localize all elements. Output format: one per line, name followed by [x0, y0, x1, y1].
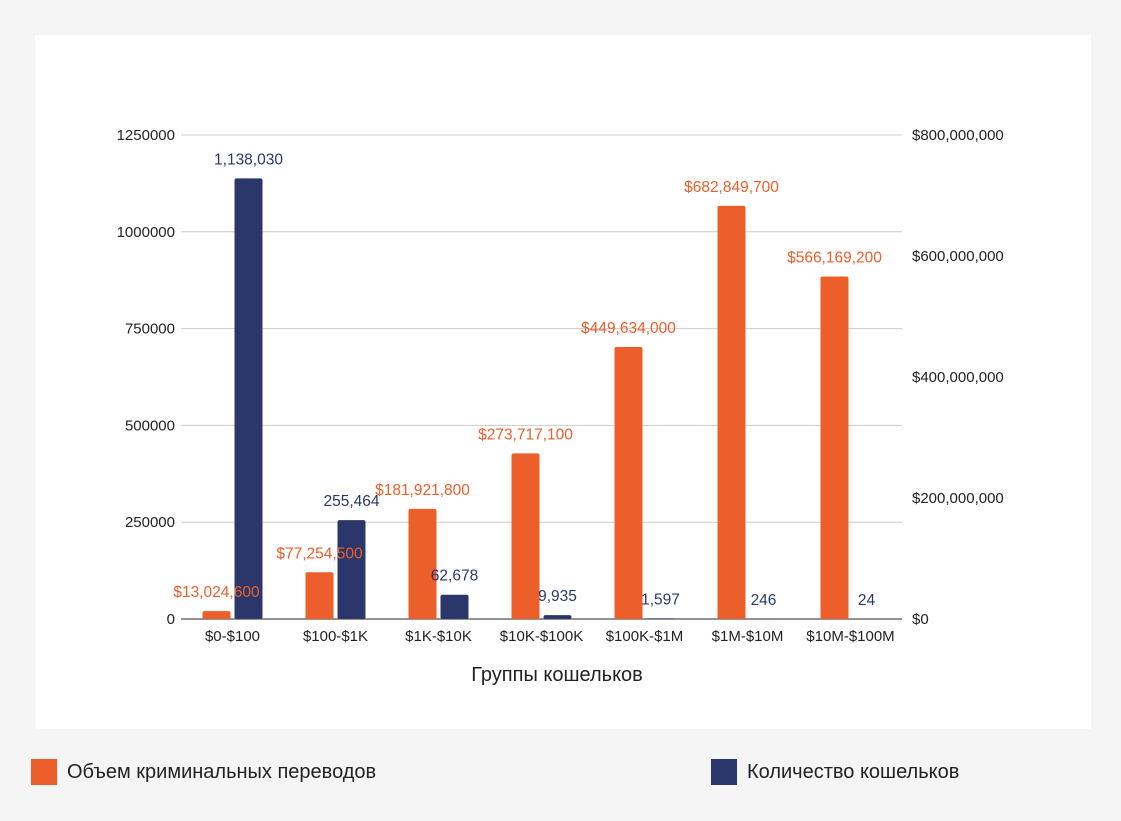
data-label-volume: $77,254,500 — [276, 545, 363, 562]
bar-chart: 0 250000 500000 750000 1000000 1250000 $0 $200… — [117, 127, 1004, 686]
right-axis-tick-label: $600,000,000 — [912, 248, 1004, 265]
data-label-count: 1,597 — [641, 591, 680, 608]
x-axis-tick-label: $1K-$10K — [405, 628, 472, 645]
gridlines — [181, 134, 902, 620]
bar-count — [543, 615, 572, 619]
data-label-volume: $566,169,200 — [787, 249, 882, 266]
bar-count — [234, 178, 263, 619]
left-axis-tick-labels: 0 250000 500000 750000 1000000 1250000 — [117, 127, 175, 628]
data-labels: $13,024,600 1,138,030 $77,254,500 255,464$1… — [173, 151, 882, 609]
legend-swatch-volume — [31, 759, 57, 785]
bar-volume — [717, 205, 746, 620]
left-axis-tick-label: 750000 — [125, 321, 175, 338]
x-axis-tick-label: $0-$100 — [205, 628, 260, 645]
right-axis-tick-label: $800,000,000 — [912, 127, 1004, 144]
right-axis-tick-labels: $0 $200,000,000 $400,000,000 $600,000,000 $8… — [912, 127, 1004, 628]
data-label-volume: $13,024,600 — [173, 584, 260, 601]
data-label-volume: $449,634,000 — [581, 320, 676, 337]
bar-volume — [614, 346, 643, 619]
bar-count — [440, 594, 469, 619]
bar-count — [337, 520, 366, 619]
legend-item-volume: Объем криминальных переводов — [31, 757, 376, 787]
data-label-volume: $181,921,800 — [375, 482, 470, 499]
data-label-count: 1,138,030 — [214, 151, 283, 168]
legend-label-count: Количество кошельков — [747, 760, 960, 783]
data-label-count: 24 — [858, 592, 876, 609]
legend-label-volume: Объем криминальных переводов — [67, 760, 377, 783]
data-label-count: 62,678 — [431, 568, 478, 585]
left-axis-tick-label: 250000 — [125, 514, 175, 531]
data-label-count: 255,464 — [323, 493, 379, 510]
left-axis-tick-label: 0 — [167, 611, 175, 628]
data-label-volume: $273,717,100 — [478, 426, 573, 443]
x-axis-tick-label: $10M-$100M — [806, 628, 894, 645]
bar-volume — [305, 572, 334, 619]
bar-volume — [202, 611, 231, 619]
x-axis-tick-label: $1M-$10M — [712, 628, 784, 645]
data-label-count: 9,935 — [538, 588, 577, 605]
bar-volume — [820, 276, 849, 619]
bar-count — [646, 618, 675, 619]
bar-volume — [511, 453, 540, 619]
legend-item-count: Количество кошельков — [711, 757, 959, 787]
right-axis-tick-label: $400,000,000 — [912, 369, 1004, 386]
bars — [202, 178, 881, 620]
chart-panel: 0 250000 500000 750000 1000000 1250000 $0 $200… — [35, 35, 1091, 729]
right-axis-tick-label: $200,000,000 — [912, 490, 1004, 507]
left-axis-tick-label: 1000000 — [117, 224, 175, 241]
left-axis-tick-label: 500000 — [125, 417, 175, 434]
right-axis-tick-label: $0 — [912, 611, 929, 628]
x-axis-tick-labels: $0-$100 $100-$1K $1K-$10K $10K-$100K $100K-$… — [205, 628, 895, 645]
left-axis-tick-label: 1250000 — [117, 127, 175, 144]
bar-volume — [408, 508, 437, 619]
data-label-volume: $682,849,700 — [684, 179, 779, 196]
x-axis-title: Группы кошельков — [471, 664, 643, 686]
legend-swatch-count — [711, 759, 737, 785]
data-label-count: 246 — [751, 592, 777, 609]
x-axis-tick-label: $100-$1K — [303, 628, 368, 645]
x-axis-tick-label: $10K-$100K — [500, 628, 583, 645]
x-axis-tick-label: $100K-$1M — [606, 628, 684, 645]
